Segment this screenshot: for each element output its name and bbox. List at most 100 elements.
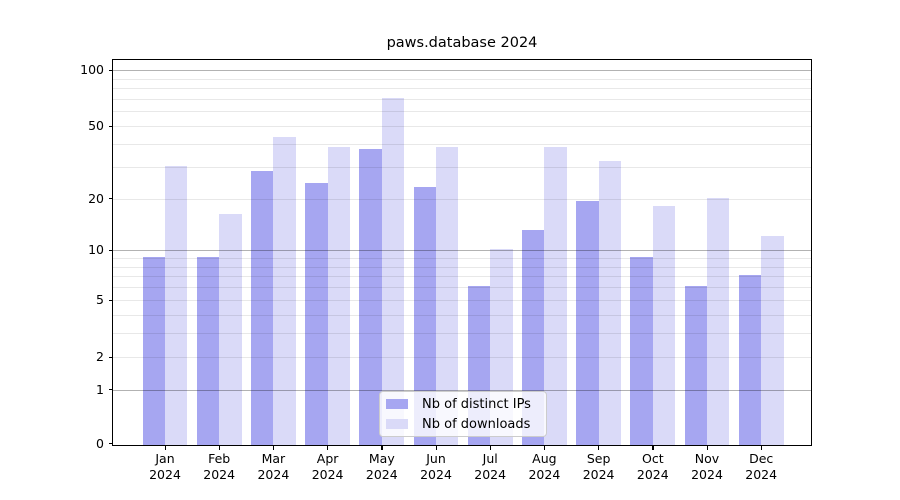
x-tick-label-line: 2024 <box>257 466 290 482</box>
y-tick-label: 5 <box>96 292 104 307</box>
bar-distinct-ips <box>196 256 220 445</box>
x-tick-label-line: 2024 <box>420 466 452 482</box>
x-tick-label: Apr 2024 <box>300 451 356 482</box>
y-gridline <box>113 300 811 301</box>
y-tick-label: 2 <box>96 349 104 364</box>
y-gridline <box>113 143 811 145</box>
x-tick-mark <box>327 445 329 450</box>
legend-label-distinct-ips: Nb of distinct IPs <box>422 396 531 412</box>
x-tick-label: Jul 2024 <box>462 451 518 482</box>
y-gridline <box>113 266 811 268</box>
y-tick-mark <box>108 125 113 127</box>
y-gridline <box>113 250 811 251</box>
y-gridline <box>113 276 811 278</box>
x-tick-label: May 2024 <box>354 451 410 482</box>
x-tick-mark <box>489 445 491 450</box>
x-tick-label-line: Dec <box>749 451 774 466</box>
x-tick-label-line: 2024 <box>311 466 344 482</box>
y-tick-mark <box>108 299 113 301</box>
x-tick-label-line: Oct <box>641 451 664 466</box>
x-tick-label: Mar 2024 <box>245 451 301 482</box>
bar-downloads <box>219 214 242 445</box>
x-tick-label: Jan 2024 <box>137 451 193 482</box>
grid-layer <box>113 60 811 445</box>
x-tick-label: Dec 2024 <box>733 451 789 482</box>
x-tick-mark <box>272 445 275 450</box>
y-tick-mark <box>108 69 113 71</box>
bar-downloads <box>327 146 350 445</box>
y-tick-label: 1 <box>96 381 104 397</box>
x-tick-mark <box>164 445 166 450</box>
x-tick-label-line: 2024 <box>636 466 669 482</box>
x-tick-label-line: 2024 <box>528 466 561 482</box>
x-tick-label-line: 2024 <box>365 466 398 482</box>
bar-distinct-ips <box>684 286 707 445</box>
bar-distinct-ips <box>305 183 328 445</box>
legend: Nb of distinct IPs Nb of downloads <box>379 391 547 437</box>
y-tick-mark <box>108 198 113 200</box>
bar-downloads <box>436 146 459 445</box>
y-gridline <box>113 333 811 335</box>
legend-item-downloads: Nb of downloads <box>386 414 546 434</box>
x-tick-label: Sep 2024 <box>571 451 627 482</box>
bar-downloads <box>761 235 784 445</box>
x-tick-mark <box>598 445 600 450</box>
y-tick-label: 20 <box>88 190 104 206</box>
x-tick-label-line: Jun <box>426 451 446 466</box>
y-gridline <box>113 126 811 127</box>
y-tick-mark <box>108 249 113 251</box>
x-tick-mark <box>218 445 220 450</box>
bar-distinct-ips <box>142 256 165 445</box>
y-gridline <box>113 315 811 316</box>
x-tick-label-line: Apr <box>316 451 339 466</box>
bar-downloads <box>381 97 405 445</box>
bar-distinct-ips <box>738 275 762 445</box>
x-tick-label-line: Nov <box>694 451 720 466</box>
y-tick-mark <box>108 443 113 445</box>
x-tick-label-line: 2024 <box>691 466 723 482</box>
x-tick-label: Aug 2024 <box>516 451 572 482</box>
y-gridline <box>113 389 811 391</box>
x-tick-mark <box>381 445 383 450</box>
legend-item-distinct-ips: Nb of distinct IPs <box>386 394 546 414</box>
x-tick-mark <box>543 445 546 450</box>
y-gridline <box>113 357 811 358</box>
x-tick-label: Jun 2024 <box>408 451 464 482</box>
bar-downloads <box>273 137 296 445</box>
y-gridline <box>113 111 811 113</box>
bar-distinct-ips <box>576 201 599 445</box>
bar-distinct-ips <box>413 186 436 445</box>
y-gridline <box>113 198 811 200</box>
x-tick-mark <box>760 445 762 450</box>
y-gridline <box>113 287 811 289</box>
y-tick-label: 0 <box>96 435 104 451</box>
bar-downloads <box>165 165 188 445</box>
bar-distinct-ips <box>359 149 382 445</box>
bar-downloads <box>544 146 567 445</box>
y-gridline <box>113 78 811 80</box>
x-tick-label-line: 2024 <box>582 466 615 482</box>
y-gridline <box>113 257 811 259</box>
x-tick-mark <box>652 445 654 450</box>
x-tick-label-line: 2024 <box>149 466 181 482</box>
x-tick-mark <box>435 445 437 450</box>
x-tick-mark <box>706 445 708 450</box>
bar-distinct-ips <box>251 171 274 445</box>
bar-downloads <box>598 160 621 445</box>
x-tick-label-line: 2024 <box>745 466 778 482</box>
bar-downloads <box>707 197 730 445</box>
y-tick-label: 50 <box>88 118 104 133</box>
x-tick-label-line: Mar <box>261 451 286 466</box>
y-gridline <box>113 88 811 90</box>
x-tick-label-line: Jul <box>482 451 498 466</box>
y-tick-label: 10 <box>88 242 104 257</box>
x-tick-label-line: Aug <box>532 451 557 466</box>
x-tick-label-line: 2024 <box>474 466 507 482</box>
x-tick-label-line: May <box>368 451 395 466</box>
y-tick-label: 100 <box>80 62 104 77</box>
x-tick-label: Nov 2024 <box>679 451 735 482</box>
plot-area <box>112 58 812 446</box>
legend-swatch-distinct-ips-icon <box>386 399 408 409</box>
bar-distinct-ips <box>630 256 653 445</box>
